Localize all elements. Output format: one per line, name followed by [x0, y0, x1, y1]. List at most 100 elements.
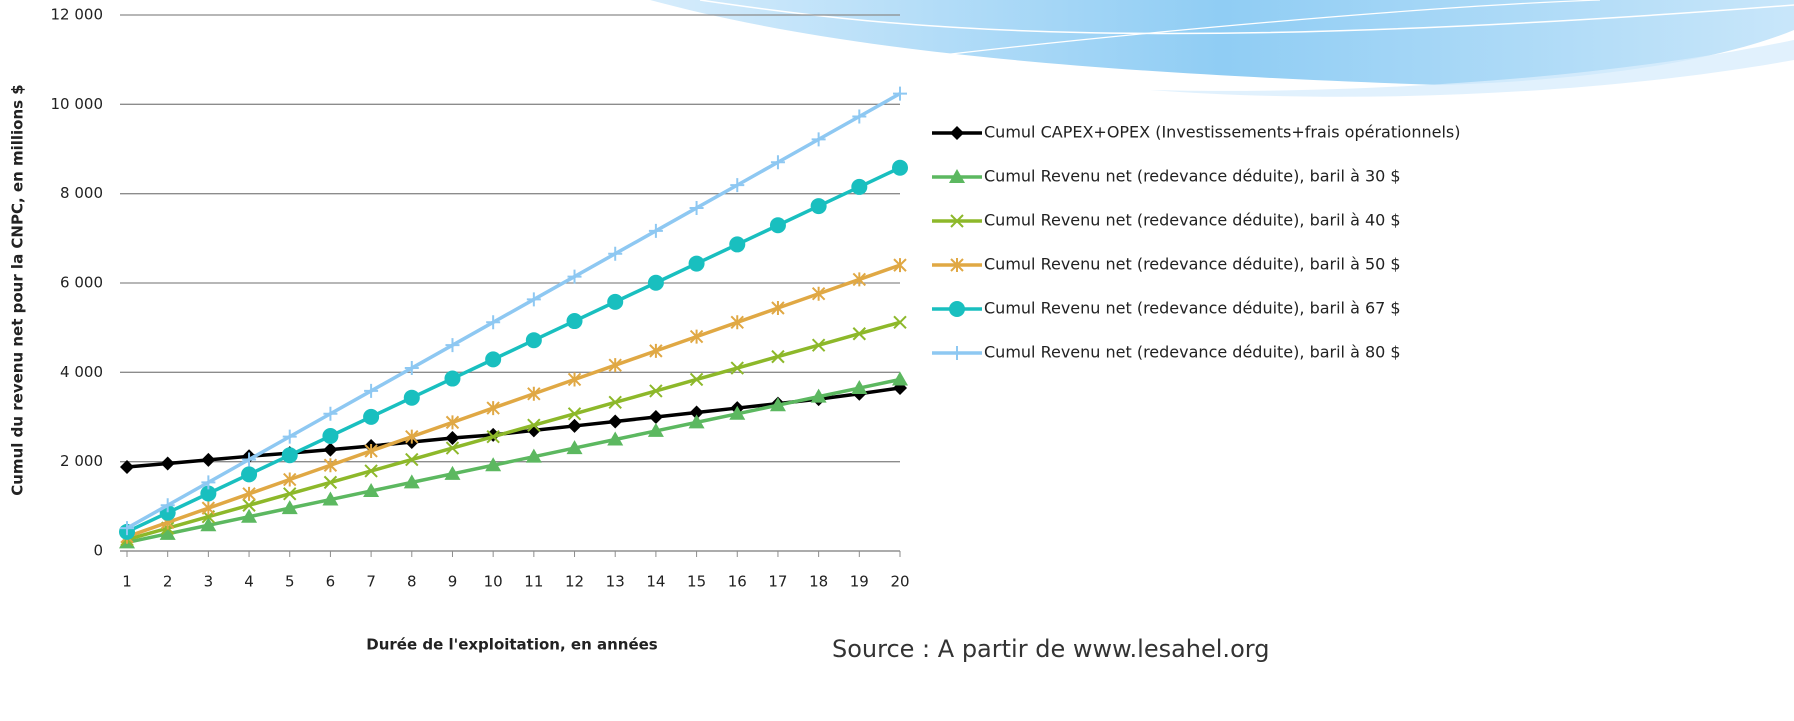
marker — [323, 475, 338, 490]
marker — [607, 431, 624, 446]
marker — [771, 349, 785, 364]
x-tick-label: 9 — [448, 573, 458, 591]
decoration — [650, 0, 1794, 97]
legend-label: Cumul CAPEX+OPEX (Investissements+frais … — [984, 123, 1461, 142]
marker — [525, 448, 542, 463]
legend-label: Cumul Revenu net (redevance déduite), ba… — [984, 211, 1401, 230]
marker — [200, 517, 217, 532]
legend-label: Cumul Revenu net (redevance déduite), ba… — [984, 255, 1401, 274]
marker — [770, 155, 785, 170]
x-tick-label: 1 — [122, 573, 132, 591]
x-tick-label: 2 — [163, 573, 173, 591]
marker — [201, 501, 216, 516]
marker — [322, 428, 339, 445]
line — [126, 320, 901, 542]
source: Source : A partir de www.lesahel.org — [832, 635, 1269, 663]
x-tick-label: 17 — [768, 573, 787, 591]
y-tick-label: 2 000 — [60, 452, 103, 470]
marker — [950, 126, 964, 140]
marker — [688, 255, 705, 272]
marker — [950, 214, 964, 228]
marker — [566, 313, 583, 330]
series — [119, 371, 908, 549]
marker — [241, 508, 258, 523]
series — [120, 86, 907, 536]
x-tick-label: 7 — [366, 573, 376, 591]
marker — [567, 407, 582, 421]
marker — [810, 388, 827, 403]
marker — [852, 272, 867, 287]
marker — [689, 329, 704, 344]
x-axis-title: Durée de l'exploitation, en années — [366, 636, 658, 654]
marker — [647, 274, 664, 291]
marker — [201, 452, 216, 467]
marker — [893, 258, 907, 273]
marker — [281, 447, 298, 464]
marker — [950, 346, 964, 360]
marker — [445, 415, 460, 430]
marker — [120, 460, 134, 475]
x-tick-label: 8 — [407, 573, 417, 591]
marker — [486, 315, 501, 330]
marker — [567, 372, 582, 387]
marker — [404, 361, 419, 376]
marker — [201, 475, 216, 490]
marker — [949, 301, 965, 317]
series — [120, 258, 907, 544]
marker — [526, 292, 541, 307]
marker — [648, 410, 663, 424]
marker — [689, 372, 704, 387]
marker — [120, 521, 134, 536]
marker — [730, 315, 744, 330]
marker — [445, 338, 460, 353]
marker — [403, 389, 420, 406]
marker — [486, 429, 500, 444]
marker — [486, 401, 500, 416]
marker — [241, 466, 258, 483]
series — [119, 159, 908, 540]
x-tick-label: 11 — [524, 573, 543, 591]
x-tick-label: 13 — [606, 573, 625, 591]
y-axis-title: Cumul du revenu net pour la CNPC, en mil… — [9, 84, 27, 496]
marker — [200, 485, 217, 502]
line — [126, 263, 901, 539]
marker — [322, 491, 339, 506]
marker — [851, 178, 868, 195]
marker — [730, 361, 744, 375]
marker — [159, 525, 176, 540]
marker — [893, 86, 907, 101]
marker — [445, 441, 460, 455]
marker — [608, 246, 623, 261]
marker — [283, 472, 297, 487]
marker — [689, 405, 704, 420]
x-tick-label: 18 — [809, 573, 828, 591]
marker — [242, 452, 257, 467]
marker — [364, 383, 379, 398]
marker — [648, 223, 663, 238]
y-tick-label: 12 000 — [51, 6, 104, 24]
marker — [363, 408, 380, 425]
marker — [405, 452, 419, 467]
marker — [730, 178, 745, 193]
marker — [893, 315, 907, 330]
marker — [485, 457, 502, 472]
legend-label: Cumul Revenu net (redevance déduite), ba… — [984, 299, 1401, 318]
marker — [364, 464, 378, 478]
marker — [363, 482, 380, 497]
marker — [283, 487, 297, 501]
x-tick-label: 20 — [890, 573, 909, 591]
marker — [445, 430, 460, 445]
marker — [160, 456, 175, 471]
marker — [364, 443, 378, 458]
marker — [769, 397, 786, 412]
marker — [950, 258, 964, 272]
marker — [323, 458, 338, 473]
marker — [851, 380, 868, 395]
marker — [811, 132, 826, 147]
line — [126, 92, 901, 530]
x-tick-label: 16 — [728, 573, 747, 591]
marker — [729, 236, 746, 253]
y-tick-label: 4 000 — [60, 363, 103, 381]
x-tick-label: 19 — [850, 573, 869, 591]
